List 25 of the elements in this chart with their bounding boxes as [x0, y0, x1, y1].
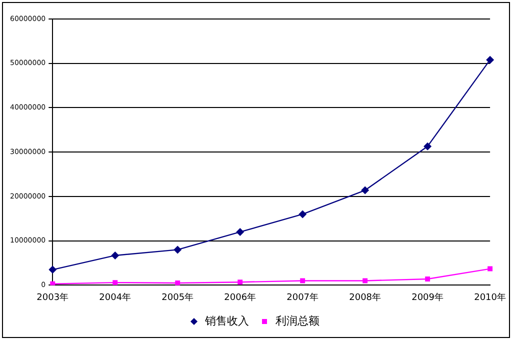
- point: [298, 210, 307, 218]
- x-tick-label: 2009年: [412, 292, 444, 303]
- x-tick-label: 2003年: [36, 292, 69, 303]
- point: [300, 278, 306, 284]
- point: [361, 186, 370, 194]
- x-tick-label: 2010年: [474, 292, 506, 303]
- x-tick-label: 2008年: [349, 292, 382, 303]
- point: [486, 56, 494, 64]
- point: [236, 228, 244, 236]
- x-tick-label: 2005年: [162, 292, 194, 303]
- point: [488, 266, 493, 272]
- point: [112, 280, 118, 286]
- point: [111, 251, 120, 260]
- x-tick-label: 2006年: [224, 292, 256, 303]
- legend-label: 利润总额: [276, 314, 320, 328]
- x-tick-label: 2007年: [286, 292, 319, 303]
- point: [362, 278, 368, 284]
- point: [174, 246, 182, 254]
- legend-label: 销售收入: [204, 314, 249, 328]
- point: [175, 280, 180, 286]
- point: [48, 266, 57, 274]
- x-tick-label: 2004年: [99, 292, 132, 303]
- point: [238, 280, 243, 285]
- point: [425, 276, 430, 282]
- point: [424, 142, 432, 150]
